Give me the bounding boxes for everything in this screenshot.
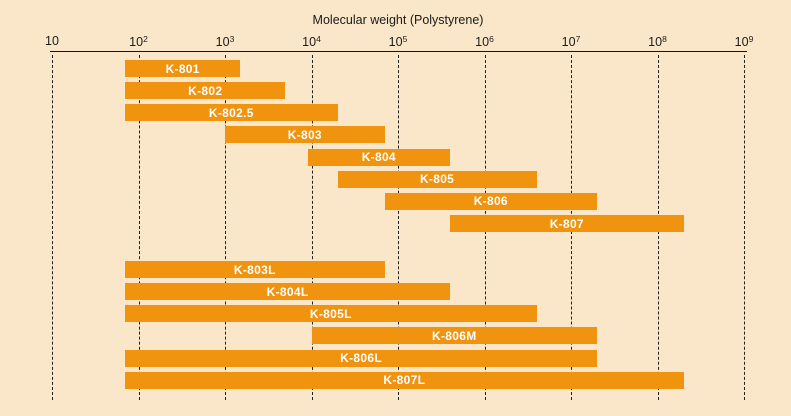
range-bar-K-805: K-805 [337,170,537,188]
gridline [138,55,140,400]
range-bar-K-801: K-801 [125,60,241,77]
gridline [744,55,745,400]
x-tick-label: 108 [648,34,667,49]
bar-label: K-807 [549,216,584,231]
gridline [225,55,226,400]
bar-label: K-806 [473,194,508,209]
gridline [398,55,399,400]
x-tick-label: 107 [561,34,581,49]
x-tick-label: 104 [302,34,321,49]
x-tick-label: 10 [45,34,59,48]
bar-label: K-803 [287,127,322,142]
bar-label: K-804L [266,284,309,299]
range-bar-K-807L: K-807L [125,371,684,389]
bar-label: K-806L [340,351,382,366]
range-bar-K-803L: K-803L [125,261,385,278]
range-bar-K-806L: K-806L [125,349,598,367]
bar-label: K-807L [383,373,426,388]
bar-label: K-802.5 [208,105,254,120]
x-tick-label: 102 [129,34,148,49]
x-tick-label: 109 [734,34,754,49]
range-bar-K-806: K-806 [384,192,598,210]
chart-title: Molecular weight (Polystyrene) [312,13,484,27]
range-bar-K-803: K-803 [225,126,385,144]
bar-label: K-801 [165,61,200,76]
range-bar-K-804: K-804 [307,148,451,166]
gridline [311,55,313,400]
x-tick-label: 106 [475,34,494,49]
x-tick-label: 105 [388,34,408,49]
x-tick-label: 103 [215,34,235,49]
bar-label: K-806M [432,328,477,343]
bar-label: K-804 [361,150,396,165]
range-bar-K-802.5: K-802.5 [125,104,338,122]
bar-label: K-802 [188,83,223,98]
bar-label: K-805L [309,306,352,321]
range-bar-K-806M: K-806M [311,327,598,345]
bar-label: K-805 [419,172,455,187]
range-bar-K-804L: K-804L [125,283,451,301]
range-bar-K-802: K-802 [125,82,286,100]
gridline [52,55,53,400]
x-axis-line [50,51,747,52]
range-bar-K-807: K-807 [450,215,684,233]
bar-label: K-803L [233,262,276,277]
range-bar-K-805L: K-805L [125,305,537,323]
